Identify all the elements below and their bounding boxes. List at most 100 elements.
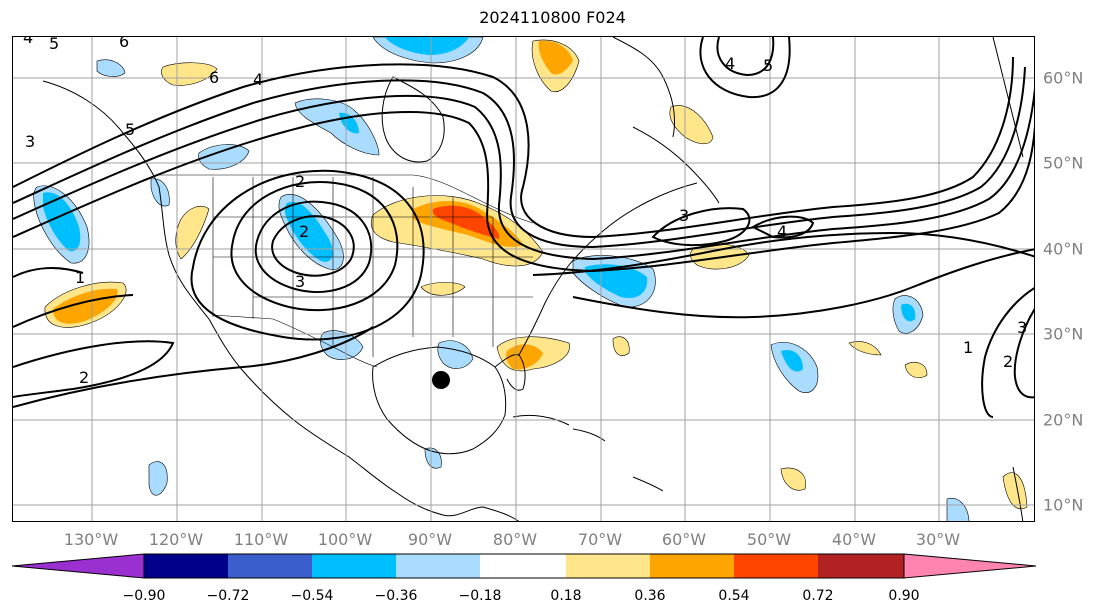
lat-label: 30°N xyxy=(1043,324,1084,344)
storm-center-marker xyxy=(432,371,450,389)
map-panel: 5 6 4 5 2 2 3 3 1 2 3 4 1 3 2 6 4 5 4 xyxy=(12,36,1035,522)
contour-label: 2 xyxy=(1003,352,1013,371)
positive-anomaly-small-6 xyxy=(420,282,466,296)
positive-anomaly-small-3 xyxy=(904,362,928,378)
newfoundland-contour xyxy=(651,207,751,247)
lat-label: 60°N xyxy=(1043,68,1084,88)
gulf-coastline xyxy=(372,346,507,455)
subtropic-western-contour xyxy=(13,267,84,278)
contour-label: 3 xyxy=(679,206,689,225)
pacific-contour xyxy=(13,294,134,328)
low-contour-outermost xyxy=(190,169,425,341)
atlantic-contour-1 xyxy=(532,231,1034,276)
lon-label: 30°W xyxy=(915,530,961,549)
positive-anomaly-alaska xyxy=(161,62,218,86)
colorbar-segment xyxy=(734,554,818,578)
lat-label: 50°N xyxy=(1043,153,1084,173)
colorbar-segment xyxy=(650,554,734,578)
negative-anomaly-gulf xyxy=(437,340,474,369)
map-title: 2024110800 F024 xyxy=(479,8,626,27)
low-contour-inner xyxy=(271,215,355,277)
jet-contour-4 xyxy=(13,110,1034,273)
greenland-high-contour-2 xyxy=(716,37,775,77)
negative-anomaly-mexico xyxy=(320,330,364,360)
jet-contour-3 xyxy=(13,88,1034,261)
positive-anomaly-labrador xyxy=(669,105,714,145)
contour-label: 5 xyxy=(763,56,773,75)
negative-anomaly-small-3 xyxy=(946,497,970,521)
contour-label: 3 xyxy=(25,132,35,151)
contour-label: 1 xyxy=(963,338,973,357)
colorbar-tick-label: −0.90 xyxy=(122,588,166,604)
jet-contour-1 xyxy=(13,56,1014,239)
contour-label: 6 xyxy=(209,68,219,87)
colorbar-tick-label: 0.18 xyxy=(550,588,582,604)
contour-label: 5 xyxy=(49,37,59,53)
lat-label: 20°N xyxy=(1043,410,1084,430)
lon-label: 130°W xyxy=(63,530,119,549)
contour-label: 3 xyxy=(1017,318,1027,337)
positive-anomaly-west xyxy=(175,206,210,260)
negative-anomaly-arctic-core xyxy=(385,37,469,55)
state-lines xyxy=(212,177,533,357)
colorbar-segment xyxy=(480,554,566,578)
positive-anomaly-small-2 xyxy=(780,467,806,491)
contour-label: 2 xyxy=(79,368,89,387)
negative-anomaly-pacific-nw-core xyxy=(43,192,81,252)
florida-coastline xyxy=(494,354,526,391)
contour-label: 4 xyxy=(725,54,735,73)
positive-anomaly-small-5 xyxy=(848,341,882,356)
negative-anomaly-east-atl-core xyxy=(901,303,916,322)
contour-lines xyxy=(13,37,1034,418)
political-borders xyxy=(159,174,534,368)
colorbar xyxy=(11,553,1037,579)
colorbar-tick-label: 0.72 xyxy=(802,588,834,604)
contour-label: 2 xyxy=(295,172,305,191)
east-atl-contour xyxy=(981,287,1034,418)
contour-label: 6 xyxy=(119,37,129,51)
lon-label: 100°W xyxy=(317,530,373,549)
north-america-coastline xyxy=(42,80,520,521)
subtropic-contour-2 xyxy=(13,326,374,408)
colorbar-tick-label: 0.36 xyxy=(634,588,666,604)
contour-label: 4 xyxy=(777,222,787,241)
colorbar-segment xyxy=(228,554,312,578)
mid-atl-contour xyxy=(750,215,815,239)
hudson-bay xyxy=(381,76,445,163)
caribbean-islands xyxy=(512,414,664,492)
jet-contour-2 xyxy=(13,66,1026,249)
lon-label: 50°W xyxy=(746,530,792,549)
colorbar-tick-label: −0.54 xyxy=(290,588,334,604)
colorbar-tick-label: 0.54 xyxy=(718,588,750,604)
anomaly-shading xyxy=(33,37,1028,521)
colorbar-segment xyxy=(396,554,480,578)
contour-label: 3 xyxy=(295,272,305,291)
negative-anomaly-subtropic-core xyxy=(781,349,803,372)
colorbar-outline xyxy=(143,553,905,579)
subtropic-contour-1 xyxy=(13,340,175,398)
lat-label: 40°N xyxy=(1043,239,1084,259)
lon-label: 40°W xyxy=(831,530,877,549)
europe-africa-coast xyxy=(992,37,1024,521)
positive-anomaly-greenland-core xyxy=(538,40,573,75)
lat-label: 10°N xyxy=(1043,495,1084,515)
contour-label: 4 xyxy=(253,70,263,89)
greenland-coast xyxy=(612,37,676,138)
colorbar-tick-label: −0.36 xyxy=(374,588,418,604)
colorbar-tick-label: −0.18 xyxy=(458,588,502,604)
negative-anomaly-small-5 xyxy=(424,447,442,469)
lon-label: 120°W xyxy=(148,530,204,549)
low-contour-outer xyxy=(230,181,399,311)
contour-label: 4 xyxy=(23,37,33,47)
colorbar-segment xyxy=(312,554,396,578)
atlantic-contour-2 xyxy=(572,248,1034,319)
east-atl-contour-2 xyxy=(1013,308,1034,399)
positive-anomaly-gulf-core xyxy=(506,344,543,370)
lat-lon-grid xyxy=(13,37,1034,521)
coastlines xyxy=(42,37,1024,521)
positive-anomaly-great-lakes-peak xyxy=(432,205,500,239)
colorbar-segment xyxy=(566,554,650,578)
labrador-coast xyxy=(632,126,720,204)
colorbar-tick-label: −0.72 xyxy=(206,588,250,604)
negative-anomaly-small-2 xyxy=(148,461,168,496)
